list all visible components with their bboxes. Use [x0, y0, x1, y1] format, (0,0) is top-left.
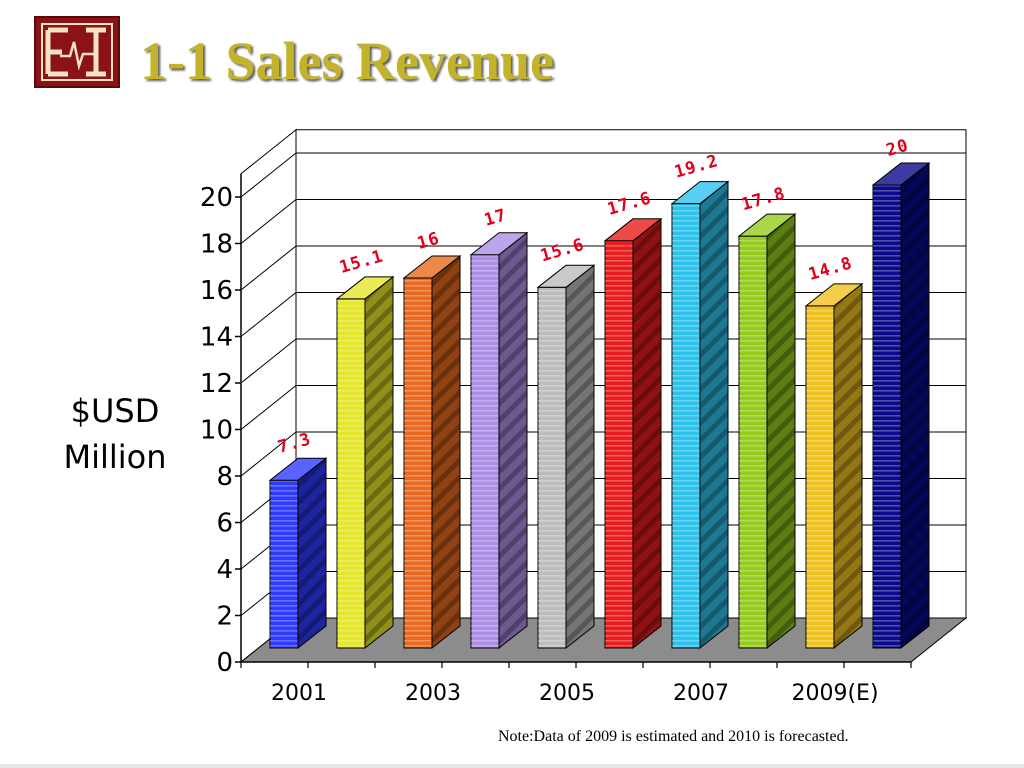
- bar-top: [536, 264, 596, 288]
- bar: [737, 213, 797, 650]
- x-tick-labels: 2001 2003 2005 2007 2009(E): [240, 662, 912, 706]
- bars: [268, 161, 931, 650]
- y-tick-label: 6: [216, 509, 233, 539]
- bar-top: [402, 255, 462, 279]
- bar-side-stripes: [767, 214, 795, 648]
- bar-front-texture: [873, 185, 901, 648]
- bar-front-texture: [337, 298, 365, 648]
- y-axis-label-line-2: Million: [63, 438, 167, 476]
- bar-side-stripes: [834, 283, 862, 648]
- gridline-side: [240, 152, 297, 198]
- y-tick-label: 0: [216, 648, 233, 678]
- gridline-side: [240, 292, 297, 337]
- bar: [536, 264, 596, 650]
- bottom-rule: [0, 764, 1024, 768]
- y-tick-label: 10: [200, 416, 233, 446]
- x-tick-label: 2005: [539, 681, 595, 706]
- gridline-side: [240, 431, 297, 477]
- bar-side-stripes: [298, 458, 326, 648]
- bar-side-stripes: [633, 218, 661, 649]
- y-tick-label: 20: [200, 183, 233, 213]
- bar-front-texture: [806, 305, 834, 648]
- bar-front-texture: [270, 480, 298, 648]
- bar-front-texture: [605, 240, 633, 649]
- bar-front-texture: [538, 287, 566, 648]
- bar-top: [804, 283, 864, 307]
- bar: [804, 282, 864, 650]
- y-tick-label: 12: [200, 369, 233, 399]
- footnote: Note:Data of 2009 is estimated and 2010 …: [498, 728, 849, 745]
- bar-side-stripes: [432, 256, 460, 648]
- gridline-side: [240, 338, 297, 384]
- bar-top: [268, 457, 328, 481]
- bar-side-stripes: [365, 276, 393, 648]
- bar: [402, 254, 462, 650]
- y-tick-labels: 0 2 4 6 8 10 12 14 16 18 20: [200, 183, 233, 678]
- x-tick-label: 2007: [673, 681, 729, 706]
- y-tick-label: 4: [216, 555, 233, 585]
- bar-top: [871, 162, 931, 186]
- x-tick-label: 2001: [271, 681, 327, 706]
- bar-top: [603, 218, 663, 242]
- bar: [268, 457, 328, 650]
- bar: [335, 275, 395, 650]
- y-tick-label: 18: [200, 230, 233, 260]
- bar-side-stripes: [499, 232, 527, 648]
- y-tick-label: 8: [216, 462, 233, 492]
- ei-logo: [34, 16, 120, 88]
- x-tick-label: 2003: [405, 681, 461, 706]
- bar: [603, 217, 663, 650]
- bar-front-texture: [672, 203, 700, 648]
- bar-side-stripes: [901, 163, 929, 648]
- y-tick-label: 14: [200, 323, 233, 353]
- bar: [670, 180, 730, 650]
- bar-side-stripes: [700, 181, 728, 648]
- bar-top: [469, 232, 529, 256]
- bar: [871, 161, 931, 650]
- bar-top: [737, 213, 797, 237]
- x-tick-label: 2009(E): [791, 681, 878, 706]
- bar-front-texture: [471, 254, 499, 648]
- gridline-side: [240, 199, 297, 244]
- y-axis-label: $USD Million: [40, 388, 190, 480]
- y-tick-label: 16: [200, 276, 233, 306]
- bar: [469, 231, 529, 650]
- slide-title: 1-1 Sales Revenue: [140, 31, 554, 91]
- gridline-side: [240, 245, 297, 291]
- bar-top: [335, 276, 395, 300]
- gridline-side: [240, 385, 297, 430]
- bar-front-texture: [404, 278, 432, 648]
- bar-top: [670, 181, 730, 205]
- y-tick-label: 2: [216, 602, 233, 632]
- y-axis-label-line-1: $USD: [70, 392, 160, 430]
- bar-side-stripes: [566, 265, 594, 648]
- bar-front-texture: [739, 236, 767, 648]
